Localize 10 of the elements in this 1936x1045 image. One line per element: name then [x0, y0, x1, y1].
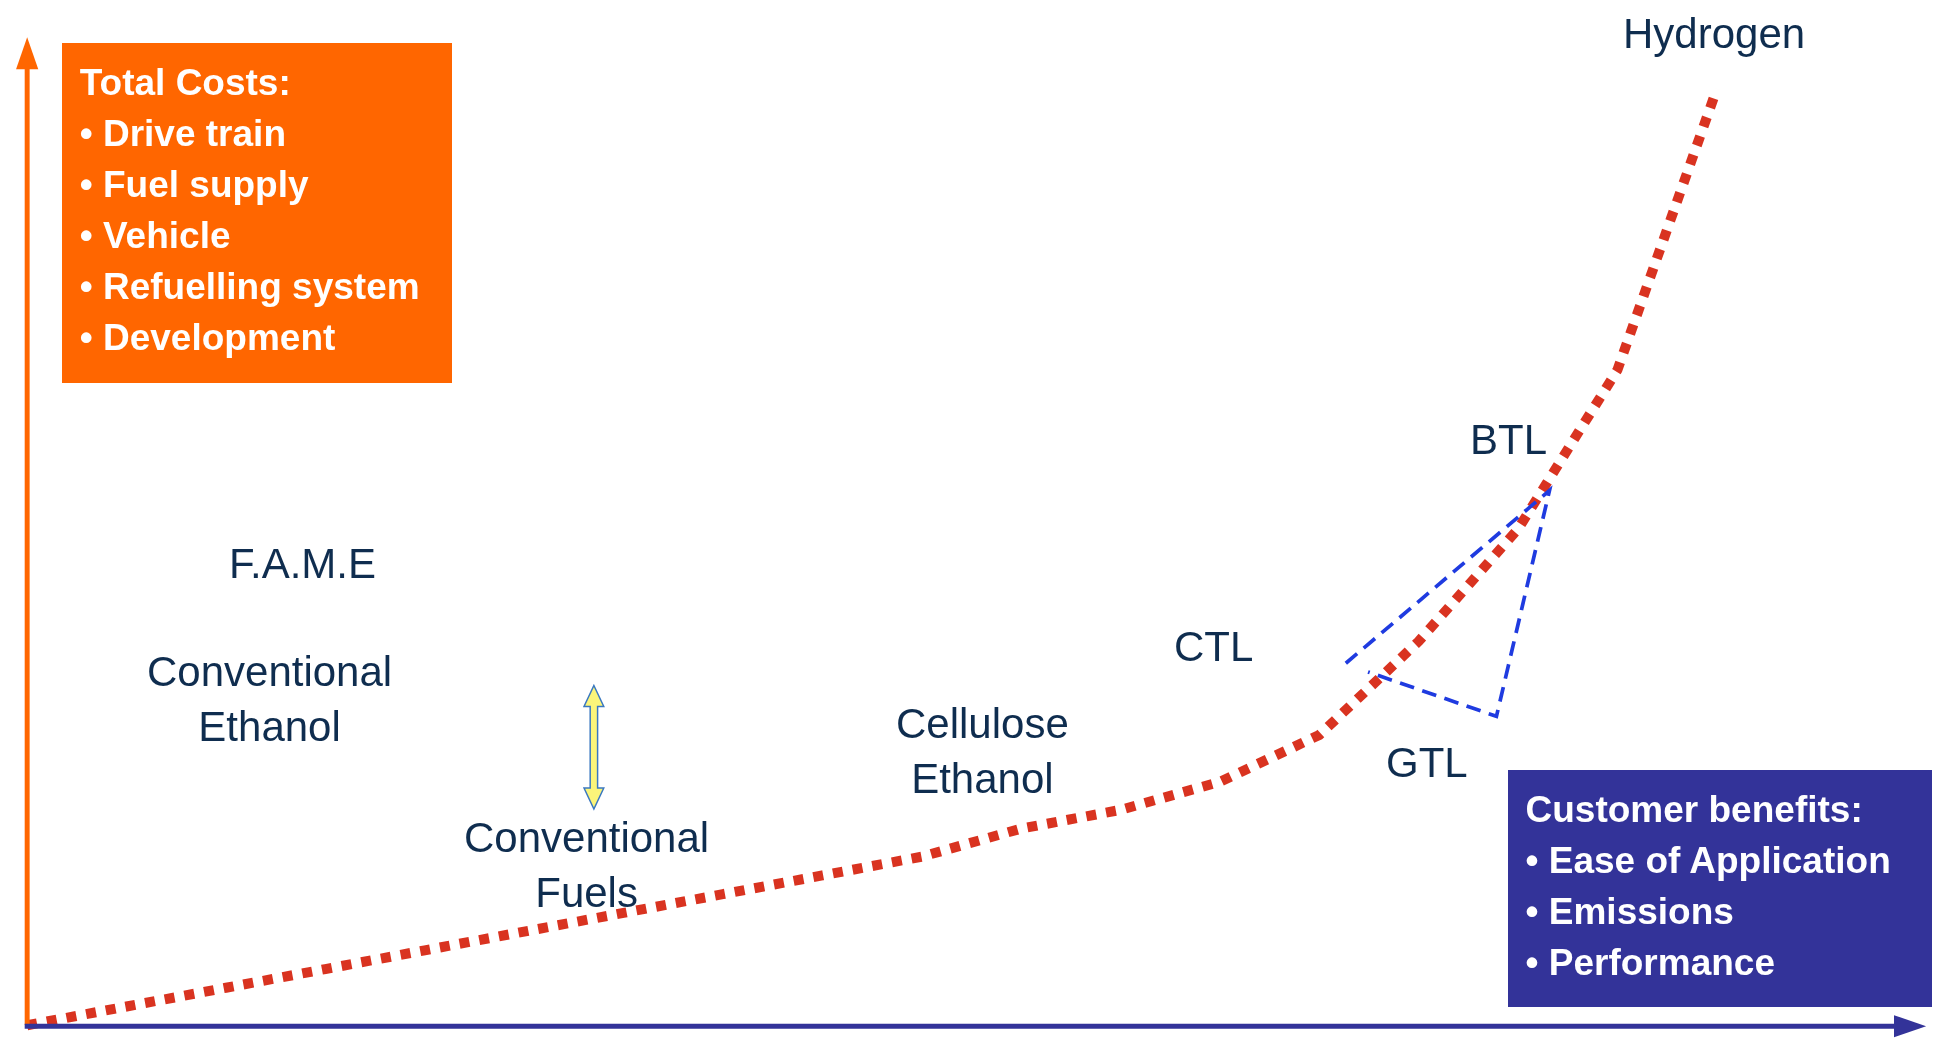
annotation: GTL — [1386, 739, 1468, 786]
annotation: F.A.M.E — [229, 540, 377, 587]
text-panel: Customer benefits: • Ease of Application • Emissions • Performance — [1507, 770, 1933, 1008]
annotation: Cellulose Ethanol — [896, 700, 1069, 802]
annotation: Conventional Fuels — [464, 814, 710, 916]
annotation: BTL — [1470, 416, 1548, 463]
text: Hydrogen — [1623, 10, 1806, 57]
text-panel: Total Costs: • Drive train • Fuel supply • Vehicle • Refuelling system • Development — [61, 43, 452, 383]
annotation: Conventional Ethanol — [147, 648, 393, 750]
annotation: CTL — [1174, 623, 1254, 670]
